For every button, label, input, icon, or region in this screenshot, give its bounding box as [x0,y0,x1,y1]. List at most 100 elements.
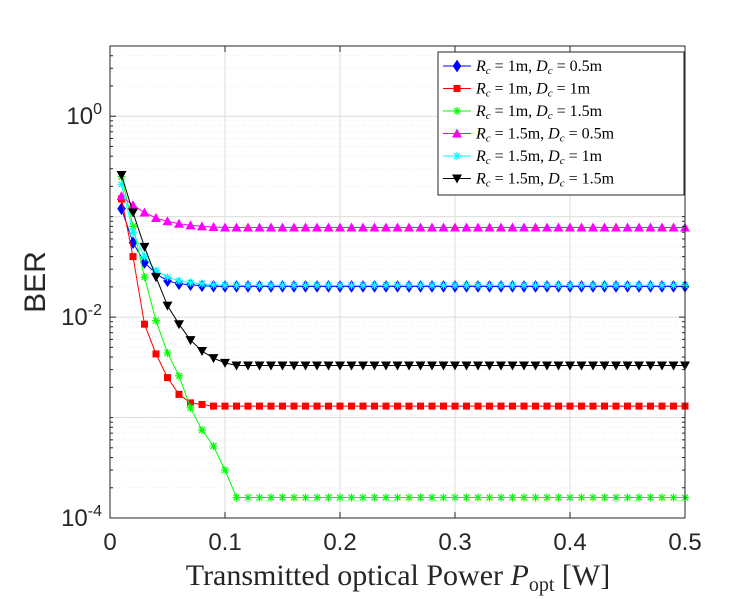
data-point [174,218,184,228]
legend-label: Rc = 1m, Dc = 1m [475,81,591,100]
x-axis-title-text: Transmitted optical Power [186,559,503,592]
data-point [117,202,126,216]
legend-label-part: = 1.5m [565,171,615,188]
legend-box [437,51,685,196]
data-point [301,281,310,290]
data-point [405,281,413,290]
data-point [624,402,631,410]
data-point [622,222,633,232]
data-point [497,402,505,410]
legend-marker [453,85,461,92]
data-point [243,222,253,232]
legend-label-part: c [486,155,491,167]
data-point [164,374,171,382]
legend-label-part: c [560,155,565,167]
data-point [278,493,287,502]
data-point [623,493,632,502]
data-point [497,493,505,502]
data-point [359,402,367,410]
data-point [392,361,403,371]
data-point [474,493,482,502]
data-point [576,222,587,232]
data-point [382,281,390,290]
data-point [484,222,495,232]
legend-marker [452,59,462,73]
data-point [404,361,414,371]
data-point [392,222,403,232]
data-point [484,361,495,371]
data-point [600,493,609,502]
data-point [394,402,401,410]
legend-marker [452,128,462,138]
plot-frame [109,45,686,519]
data-point [405,493,413,502]
legend-label-part: c [486,133,491,145]
x-tick-label: 0.1 [208,529,241,556]
data-point [220,358,230,368]
data-point [289,222,299,232]
data-point [175,390,183,398]
legend-label-part: = 1.5m [553,103,603,120]
legend-label-part: c [548,88,553,100]
data-point [588,222,598,232]
data-point [208,354,219,364]
legend-label-part: R [475,148,486,165]
x-tick-label: 0.4 [553,529,586,556]
data-point [347,281,356,290]
legend-label-part: = 1.5m, [491,171,548,188]
data-point [198,426,206,435]
y-tick-label: 10-2 [61,302,102,331]
legend-label-part: c [486,65,491,77]
data-point [244,493,252,502]
series-layer [116,170,690,502]
x-axis-title-unit: [W] [562,559,610,592]
legend-entry: Rc = 1m, Dc = 1m [443,81,591,100]
data-point [290,493,298,502]
data-point [599,361,610,371]
data-point [496,222,506,232]
data-point [612,493,620,502]
data-point [313,281,321,290]
data-point [566,402,574,410]
x-tick-label: 0.2 [323,529,356,556]
data-point [415,361,426,371]
legend-label-part: = 1m, [491,58,536,75]
data-point [645,361,656,371]
data-point [496,361,506,371]
legend-label-part: D [535,58,548,75]
data-point [266,222,276,232]
y-tick-label: 100 [66,101,102,130]
data-point [439,493,448,502]
x-axis-title: Transmitted optical Power Popt [W] [186,559,610,596]
data-point [508,281,517,290]
data-point [565,361,575,371]
data-point [290,402,298,410]
data-point [450,361,460,371]
data-point [462,493,471,502]
legend-label-part: = 1m, [491,81,536,98]
data-point [358,361,368,371]
data-point [244,402,252,410]
data-point [335,222,345,232]
data-point [325,402,332,410]
data-point [371,402,378,410]
data-point [141,320,148,328]
data-point [336,402,344,410]
data-point [670,402,677,410]
data-point [589,493,597,502]
series-4 [116,191,690,232]
legend-label-part: = 1m, [491,103,536,120]
data-point [463,402,470,410]
data-point [473,222,483,232]
legend-label-part: R [475,58,486,75]
data-point [186,278,195,287]
data-point [520,281,528,290]
data-point [623,281,632,290]
data-point [221,466,229,475]
x-tick-labels: 0 0.1 0.2 0.3 0.4 0.5 [103,529,701,556]
data-point [485,493,494,502]
data-point [300,222,311,232]
data-point [186,403,195,412]
data-point [266,361,276,371]
